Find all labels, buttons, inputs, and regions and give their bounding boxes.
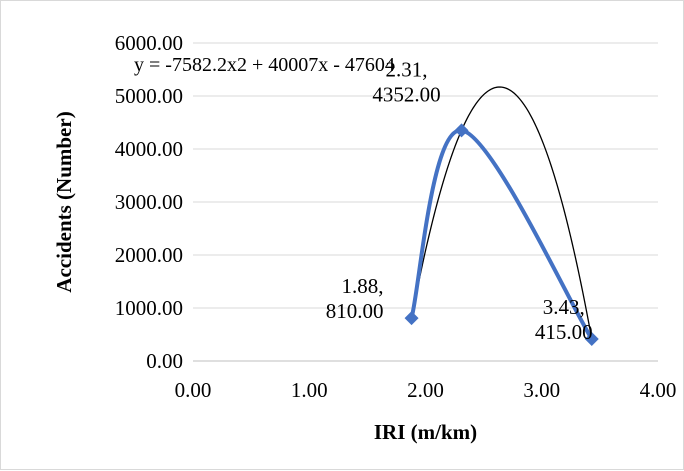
x-tick-label: 3.00: [523, 378, 560, 402]
y-tick-label: 6000.00: [115, 31, 183, 55]
polynomial-trendline: [410, 86, 593, 340]
x-tick-labels: 0.00 1.00 2.00 3.00 4.00: [175, 378, 677, 402]
x-tick-label: 1.00: [291, 378, 328, 402]
x-tick-label: 2.00: [407, 378, 444, 402]
y-tick-label: 0.00: [146, 349, 183, 373]
data-markers: [404, 123, 599, 347]
y-tick-label: 5000.00: [115, 84, 183, 108]
data-point-marker: [454, 123, 469, 138]
data-label: 4352.00: [372, 82, 440, 106]
y-tick-label: 4000.00: [115, 137, 183, 161]
trendline-equation: y = -7582.2x2 + 40007x - 47604: [134, 54, 395, 76]
gridlines: [193, 42, 658, 309]
x-tick-label: 4.00: [640, 378, 677, 402]
data-label: 2.31,: [386, 57, 428, 81]
y-tick-label: 1000.00: [115, 296, 183, 320]
data-point-marker: [584, 332, 599, 347]
data-label: 415.00: [535, 320, 593, 344]
y-tick-label: 2000.00: [115, 243, 183, 267]
data-label: 1.88,: [342, 274, 384, 298]
data-labels: 1.88,810.00 2.31,4352.00 3.43,415.00: [326, 57, 593, 344]
y-axis-title: Accidents (Number): [52, 111, 76, 292]
data-point-marker: [404, 311, 419, 326]
y-tick-labels: 0.00 1000.00 2000.00 3000.00 4000.00 5000.00 6…: [115, 31, 183, 373]
x-axis-title: IRI (m/km): [374, 420, 477, 444]
data-label: 3.43,: [543, 295, 585, 319]
y-tick-label: 3000.00: [115, 190, 183, 214]
data-label: 810.00: [326, 299, 384, 323]
x-tick-label: 0.00: [175, 378, 212, 402]
